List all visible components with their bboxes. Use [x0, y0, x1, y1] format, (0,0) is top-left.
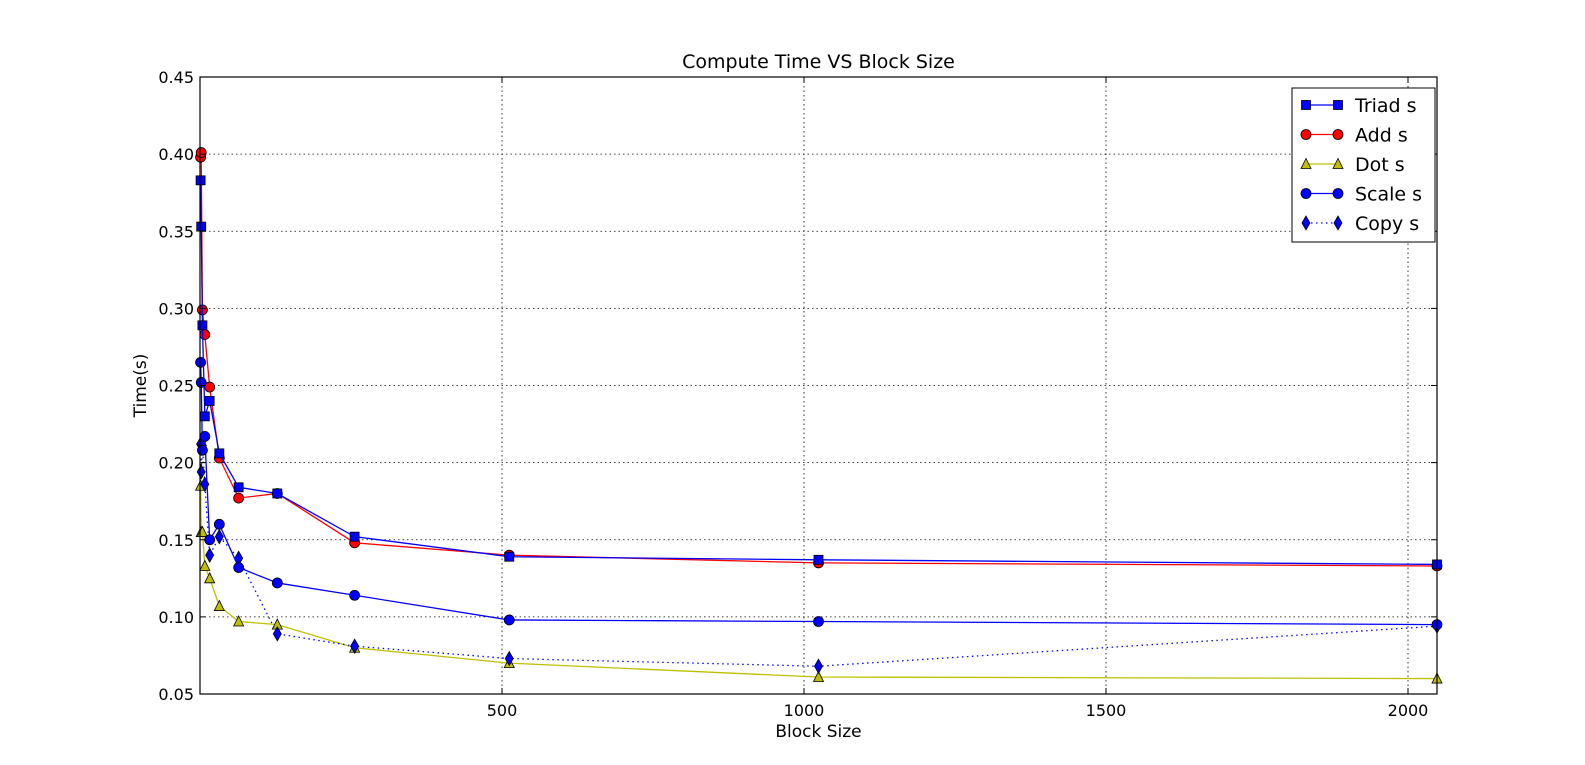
- data-point: [196, 221, 207, 232]
- data-point: [271, 577, 283, 589]
- data-point: [504, 551, 515, 562]
- y-tick-label: 0.30: [158, 299, 194, 318]
- grid: [200, 77, 1437, 694]
- data-point: [204, 571, 216, 584]
- data-point: [503, 614, 515, 626]
- x-tick-label: 1000: [784, 701, 825, 720]
- y-tick-label: 0.40: [158, 145, 194, 164]
- data-point: [233, 615, 245, 627]
- x-tick-label: 2000: [1388, 701, 1429, 720]
- data-point: [199, 329, 211, 340]
- data-point: [199, 431, 211, 442]
- data-point: [195, 147, 207, 158]
- legend-label: Copy s: [1355, 213, 1419, 235]
- data-point: [204, 396, 215, 406]
- legend-label: Triad s: [1354, 95, 1417, 117]
- data-point: [204, 534, 216, 546]
- x-axis-label: Block Size: [775, 722, 861, 742]
- y-tick-label: 0.05: [158, 685, 194, 704]
- y-tick-label: 0.20: [158, 454, 194, 473]
- y-tick-label: 0.45: [158, 68, 194, 87]
- legend-marker: [1332, 129, 1344, 140]
- legend-marker: [1332, 188, 1344, 199]
- data-point: [214, 528, 224, 545]
- data-point: [199, 411, 210, 422]
- data-point: [272, 488, 283, 499]
- x-tick-label: 500: [487, 701, 518, 720]
- y-tick-label: 0.35: [158, 222, 194, 241]
- y-axis-label: Time(s): [131, 354, 151, 419]
- legend-marker: [1333, 100, 1343, 110]
- data-point: [350, 638, 360, 654]
- y-tick-label: 0.25: [158, 377, 194, 396]
- legend-item: Triad s: [1301, 95, 1417, 117]
- x-tick-label: 1500: [1086, 701, 1127, 720]
- data-point: [349, 531, 360, 542]
- data-point: [233, 482, 244, 493]
- data-point: [812, 670, 825, 682]
- series-scale-s: [195, 356, 1443, 630]
- data-point: [504, 650, 514, 667]
- ticks: 500 1000 1500 2000 0.05 0.10 0.15 0.20 0.25 0.30 0…: [158, 68, 1437, 720]
- y-tick-label: 0.10: [158, 608, 194, 627]
- data-point: [814, 658, 823, 675]
- series-layer: [194, 147, 1443, 684]
- legend-box: [1291, 87, 1436, 243]
- data-point: [813, 616, 824, 627]
- legend-marker: [1301, 100, 1311, 110]
- legend-marker: [1332, 157, 1344, 169]
- data-point: [199, 559, 211, 571]
- legend-marker: [1300, 129, 1312, 140]
- data-point: [205, 547, 215, 563]
- data-point: [214, 448, 225, 459]
- legend-label: Add s: [1355, 125, 1408, 147]
- legend: Triad s Add s Dot s Scale s Copy s: [1291, 87, 1436, 243]
- data-point: [233, 492, 245, 504]
- data-point: [233, 562, 245, 573]
- data-point: [196, 464, 206, 480]
- y-tick-label: 0.15: [158, 531, 194, 550]
- data-point: [213, 518, 225, 530]
- data-point: [197, 444, 208, 456]
- data-point: [213, 599, 225, 611]
- data-point: [204, 381, 216, 393]
- series-line: [199, 180, 1438, 566]
- data-point: [272, 626, 282, 642]
- series-triad-s: [195, 175, 1442, 570]
- legend-item: Add s: [1300, 125, 1408, 147]
- data-point: [197, 320, 208, 331]
- legend-marker: [1301, 215, 1311, 231]
- legend-label: Dot s: [1355, 154, 1405, 176]
- legend-label: Scale s: [1355, 184, 1422, 206]
- legend-marker: [1300, 157, 1312, 169]
- data-point: [349, 589, 361, 601]
- legend-marker: [1333, 215, 1343, 231]
- legend-item: Copy s: [1301, 213, 1419, 235]
- legend-marker: [1300, 188, 1312, 199]
- legend-item: Dot s: [1300, 154, 1405, 176]
- legend-item: Scale s: [1300, 184, 1422, 206]
- data-point: [813, 554, 824, 565]
- chart-title: Compute Time VS Block Size: [682, 51, 955, 73]
- data-point: [195, 175, 206, 186]
- series-dot-s: [194, 479, 1443, 684]
